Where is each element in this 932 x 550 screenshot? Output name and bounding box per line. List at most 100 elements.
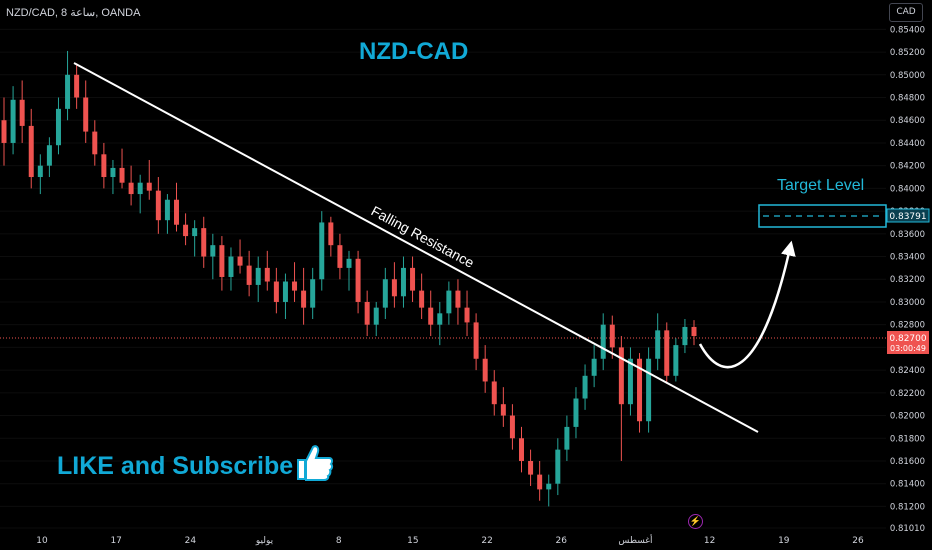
- candle-body: [419, 290, 425, 308]
- candle-body: [119, 167, 125, 183]
- price-tick-label: 0.82800: [890, 321, 925, 331]
- candle-body: [473, 322, 479, 359]
- candle-body: [46, 145, 52, 166]
- price-tick-label: 0.83200: [890, 275, 925, 285]
- price-tick-label: 0.82400: [890, 366, 925, 376]
- price-tick-label: 0.82200: [890, 389, 925, 399]
- candle-body: [627, 358, 633, 405]
- time-tick-label: 8: [336, 536, 342, 546]
- candle-body: [210, 245, 216, 257]
- current-price-badge: 0.82700 03:00:49: [887, 331, 929, 354]
- candle-body: [591, 358, 597, 376]
- current-price-label: 0.82700: [889, 334, 926, 344]
- price-tick-label: 0.81800: [890, 434, 925, 444]
- candle-body: [273, 281, 279, 302]
- time-tick-label: 22: [481, 536, 492, 546]
- price-tick-label: 0.85200: [890, 48, 925, 58]
- candle-body: [228, 256, 234, 277]
- candle-body: [201, 228, 207, 257]
- price-tick-label: 0.83400: [890, 253, 925, 263]
- candle-body: [455, 290, 461, 308]
- thumbs-up-icon: [297, 445, 334, 481]
- lightning-icon[interactable]: ⚡: [688, 514, 703, 529]
- candle-body: [546, 483, 552, 490]
- candle-body: [682, 326, 688, 346]
- time-tick-label: 24: [185, 536, 197, 546]
- currency-button[interactable]: CAD: [889, 3, 923, 22]
- candle-body: [146, 182, 152, 191]
- price-tick-label: 0.83000: [890, 298, 925, 308]
- candle-body: [655, 330, 661, 359]
- candle-body: [555, 449, 561, 484]
- candle-body: [637, 358, 643, 422]
- candle-body: [482, 358, 488, 382]
- target-price-label: 0.83791: [889, 212, 926, 222]
- candle-body: [328, 222, 334, 246]
- candle-body: [183, 224, 189, 237]
- candle-body: [346, 258, 352, 268]
- candle-body: [582, 375, 588, 399]
- candle-body: [155, 190, 161, 221]
- candle-body: [237, 256, 243, 266]
- price-axis: 0.81010 0.81200 0.81400 0.81600 0.81800 0.820…: [890, 25, 925, 534]
- symbol-info: NZD/CAD, 8 ساعة, OANDA: [6, 7, 141, 19]
- candlestick-series: [1, 50, 697, 507]
- time-tick-label: 12: [704, 536, 715, 546]
- price-tick-label: 0.81010: [890, 524, 925, 534]
- candle-body: [391, 279, 397, 297]
- price-tick-label: 0.84400: [890, 139, 925, 149]
- candle-body: [28, 125, 34, 178]
- price-tick-label: 0.81200: [890, 502, 925, 512]
- time-tick-label: 15: [407, 536, 418, 546]
- candle-body: [137, 182, 143, 195]
- like-subscribe-text: LIKE and Subscribe: [57, 452, 294, 480]
- candle-body: [537, 474, 543, 490]
- candle-body: [255, 267, 261, 285]
- target-level-box: [758, 204, 887, 228]
- candle-body: [319, 222, 325, 280]
- candle-body: [292, 281, 298, 291]
- falling-resistance-trendline: [73, 62, 759, 433]
- target-price-badge: 0.83791: [886, 208, 930, 223]
- candle-body: [101, 154, 107, 178]
- time-tick-label: يوليو: [255, 536, 274, 546]
- candle-body: [164, 199, 170, 221]
- candle-body: [664, 330, 670, 376]
- candle-body: [364, 301, 370, 325]
- price-tick-label: 0.84200: [890, 162, 925, 172]
- candle-body: [128, 182, 134, 195]
- projection-arrow: [698, 240, 796, 369]
- candle-body: [174, 199, 179, 225]
- price-tick-label: 0.83600: [890, 230, 925, 240]
- price-tick-label: 0.85400: [890, 25, 925, 35]
- countdown-label: 03:00:49: [890, 344, 926, 353]
- candle-body: [264, 267, 270, 282]
- candle-body: [1, 120, 7, 143]
- trendline-label: Falling Resistance: [369, 203, 477, 271]
- candle-body: [355, 258, 361, 302]
- candle-body: [528, 460, 534, 475]
- candle-body: [400, 267, 406, 297]
- candle-body: [519, 438, 524, 461]
- candle-body: [564, 426, 570, 450]
- time-axis: 10 17 24 يوليو 8 15 22 26 أغسطس 12 19 26: [36, 534, 864, 546]
- time-tick-label: 17: [110, 536, 121, 546]
- time-tick-label: 19: [778, 536, 790, 546]
- price-tick-label: 0.81600: [890, 457, 925, 467]
- candle-body: [618, 347, 624, 405]
- time-tick-label: 26: [556, 536, 568, 546]
- candle-body: [464, 307, 470, 323]
- candle-body: [74, 74, 80, 98]
- candle-body: [192, 228, 198, 237]
- candle-body: [509, 415, 515, 439]
- time-tick-label: أغسطس: [618, 534, 652, 546]
- chart-grid: [0, 28, 886, 529]
- candle-body: [282, 281, 288, 302]
- time-tick-label: 10: [36, 536, 48, 546]
- candle-body: [65, 74, 71, 109]
- candle-body: [428, 307, 434, 325]
- candle-body: [37, 165, 43, 178]
- candle-body: [500, 404, 506, 416]
- candle-body: [219, 245, 225, 277]
